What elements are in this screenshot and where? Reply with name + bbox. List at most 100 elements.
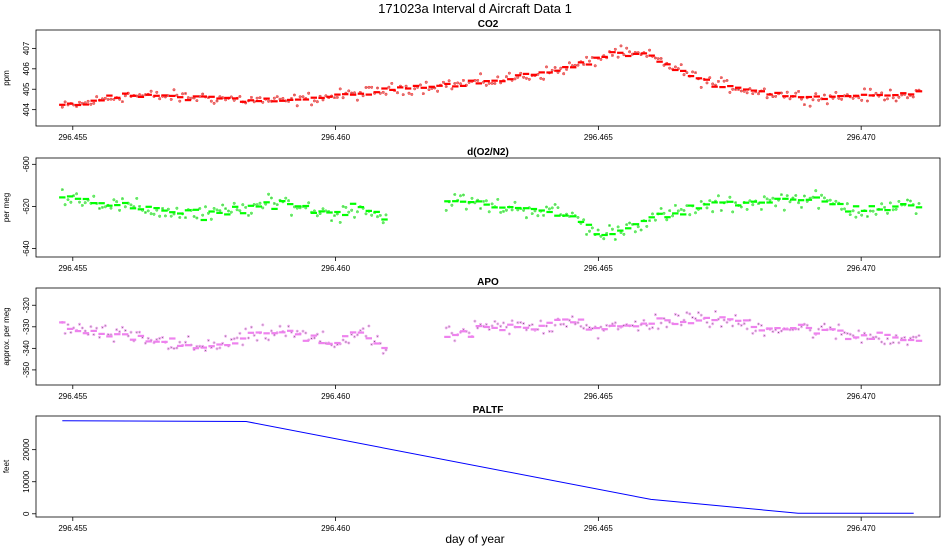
data-point-core	[697, 312, 699, 314]
data-point-core	[480, 323, 482, 325]
data-point-core	[669, 210, 671, 212]
data-point-core	[196, 100, 198, 102]
data-point	[103, 96, 107, 100]
data-point	[851, 96, 855, 100]
data-point	[333, 96, 336, 100]
data-point-core	[419, 84, 421, 86]
figure-title: 171023a Interval d Aircraft Data 1	[378, 1, 572, 16]
data-point-core	[61, 106, 63, 108]
data-point	[473, 319, 477, 323]
data-point	[490, 82, 494, 85]
data-point	[381, 221, 385, 225]
data-point-core	[872, 210, 874, 212]
data-point-core	[173, 89, 175, 91]
data-point-core	[308, 92, 310, 94]
data-point	[456, 81, 460, 85]
data-point-core	[766, 198, 768, 200]
data-point	[249, 325, 253, 329]
data-point-core	[276, 96, 278, 98]
data-point-core	[362, 328, 364, 330]
data-point	[659, 321, 663, 325]
data-point-core	[210, 218, 212, 220]
data-point-core	[772, 331, 774, 333]
data-point	[496, 75, 500, 79]
data-point-core	[614, 322, 616, 324]
data-point-core	[577, 216, 579, 218]
data-point	[109, 206, 113, 210]
data-point	[694, 71, 697, 75]
data-point-core	[783, 209, 785, 211]
data-point	[522, 322, 526, 325]
data-point-core	[632, 325, 633, 326]
data-point	[665, 218, 669, 222]
data-point	[757, 92, 760, 96]
data-point-core	[104, 206, 106, 208]
data-point	[186, 96, 190, 100]
data-point	[760, 207, 763, 211]
data-point	[436, 89, 440, 93]
data-point-core	[276, 204, 278, 206]
data-point	[622, 53, 626, 57]
data-point-core	[695, 212, 696, 214]
data-point	[295, 104, 299, 108]
data-point-core	[795, 195, 797, 196]
data-point	[645, 55, 649, 58]
data-point-core	[299, 96, 301, 98]
data-point	[662, 317, 666, 320]
data-point	[447, 79, 451, 83]
data-point-core	[686, 205, 688, 207]
data-point-core	[302, 330, 304, 332]
data-point	[542, 213, 546, 217]
data-point	[751, 92, 755, 96]
data-point-core	[268, 100, 270, 102]
data-point-core	[617, 226, 619, 228]
data-point-core	[580, 325, 582, 327]
data-point	[275, 203, 279, 207]
data-point	[762, 334, 766, 338]
data-point	[840, 207, 844, 211]
data-point	[542, 77, 546, 81]
data-point	[596, 228, 600, 232]
data-point-core	[563, 73, 565, 75]
data-point	[719, 325, 723, 328]
data-point-core	[517, 209, 519, 211]
data-point-core	[371, 343, 373, 345]
data-point-core	[336, 344, 338, 346]
data-point-core	[73, 104, 75, 106]
x-tick-label: 296.465	[584, 524, 613, 533]
data-point-core	[239, 210, 241, 212]
data-point-core	[425, 81, 427, 83]
data-point-core	[752, 332, 754, 334]
data-point-core	[408, 92, 410, 94]
data-point-core	[657, 58, 659, 60]
data-point	[287, 199, 291, 203]
data-point	[622, 232, 626, 236]
data-point-core	[460, 83, 461, 85]
data-point-core	[480, 73, 482, 75]
data-point	[771, 95, 775, 99]
data-point-core	[279, 325, 281, 327]
data-point-core	[915, 213, 917, 215]
data-point-core	[319, 341, 321, 342]
data-point	[63, 100, 67, 104]
data-point	[355, 210, 359, 214]
data-point-core	[591, 227, 593, 229]
y-tick-label: 0	[22, 511, 31, 516]
data-point	[255, 96, 259, 100]
data-point-core	[196, 217, 198, 219]
data-point-core	[465, 208, 467, 210]
data-point	[527, 324, 531, 328]
data-point	[823, 196, 826, 200]
data-point-core	[600, 326, 602, 328]
data-point	[338, 220, 342, 224]
data-point-core	[468, 81, 470, 83]
data-point-core	[775, 329, 777, 331]
data-point	[184, 216, 187, 220]
data-point	[711, 322, 715, 326]
data-point-core	[316, 215, 318, 217]
data-point-core	[354, 216, 355, 218]
panel-title: PALTF	[473, 405, 504, 416]
data-point-core	[626, 224, 628, 226]
data-point	[510, 319, 514, 323]
data-point-core	[732, 325, 734, 327]
